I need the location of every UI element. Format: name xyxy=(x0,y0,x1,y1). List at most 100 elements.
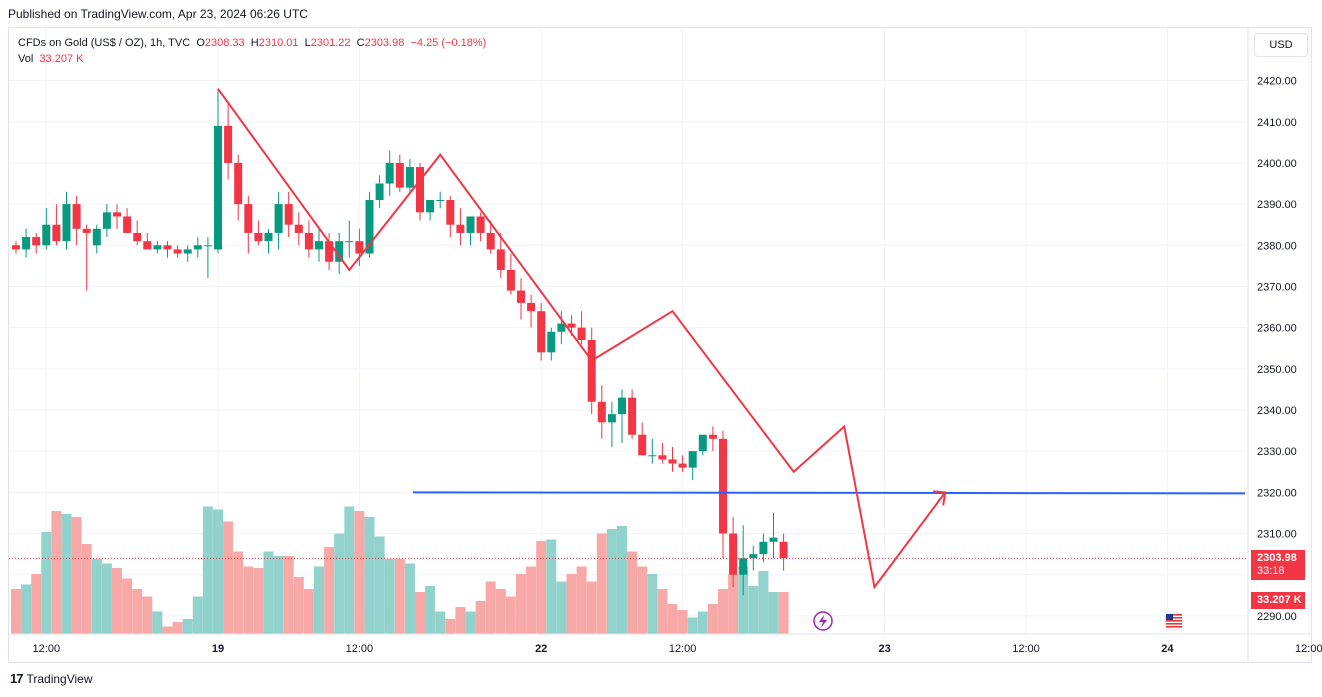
volume-bar xyxy=(738,566,749,634)
published-caption: Published on TradingView.com, Apr 23, 20… xyxy=(8,7,308,21)
volume-bar xyxy=(546,539,557,634)
candle-body xyxy=(183,249,192,254)
candle-body xyxy=(577,327,586,340)
volume-bar xyxy=(213,509,223,634)
volume-bar xyxy=(516,574,526,634)
legend-high-value: 2310.01 xyxy=(258,37,299,49)
candle-body xyxy=(32,237,41,246)
volume-series xyxy=(11,506,789,634)
legend-symbol: CFDs on Gold (US$ / OZ), 1h, TVC xyxy=(18,37,191,49)
volume-tag: 33.207 K xyxy=(1251,592,1305,609)
volume-bar xyxy=(697,611,708,634)
candle-body xyxy=(52,224,61,242)
volume-bar xyxy=(606,529,617,634)
legend-vol-value: 33.207 K xyxy=(39,53,84,65)
volume-bar xyxy=(455,607,466,634)
lightning-glyph xyxy=(819,615,827,628)
flag-stripe xyxy=(1166,626,1182,628)
volume-bar xyxy=(667,604,678,634)
zigzag-arrowhead xyxy=(933,490,947,506)
price-tick-label: 2290.00 xyxy=(1257,611,1297,623)
volume-bar xyxy=(344,506,355,634)
candle-body xyxy=(537,311,546,353)
candle-body xyxy=(476,216,485,233)
candle-body xyxy=(335,241,344,262)
price-tick-label: 2400.00 xyxy=(1257,158,1297,170)
candle-body xyxy=(456,224,465,233)
volume-bar xyxy=(152,611,163,634)
volume-bar xyxy=(556,581,567,634)
volume-bar xyxy=(505,596,516,634)
candle-series xyxy=(12,88,788,596)
candle-body xyxy=(385,162,394,184)
zigzag-path xyxy=(217,88,947,590)
legend-low-value: 2301.22 xyxy=(310,37,351,49)
candle-body xyxy=(698,434,707,452)
volume-bar xyxy=(425,586,436,634)
volume-bar xyxy=(41,532,52,634)
legend-high-label: H xyxy=(250,37,259,49)
volume-bar xyxy=(31,574,42,634)
volume-bar xyxy=(465,611,476,634)
candle-body xyxy=(749,554,758,559)
candle-body xyxy=(92,228,101,246)
candle-body xyxy=(547,331,556,353)
volume-bar xyxy=(384,559,395,634)
volume-bar xyxy=(324,547,335,634)
volume-bar xyxy=(435,611,446,634)
candle-body xyxy=(769,537,778,542)
candle-body xyxy=(42,224,51,246)
volume-bar xyxy=(778,592,789,634)
volume-bar xyxy=(202,506,213,634)
candle-body xyxy=(264,232,273,242)
candle-body xyxy=(587,340,596,402)
legend-open-value: 2308.33 xyxy=(204,37,245,49)
volume-bar xyxy=(728,574,739,634)
volume-bar xyxy=(253,568,264,634)
price-tick-label: 2390.00 xyxy=(1257,199,1297,211)
price-tick-label: 2320.00 xyxy=(1257,487,1297,499)
candle-body xyxy=(405,167,414,188)
volume-bar xyxy=(627,551,638,634)
candle-body xyxy=(628,397,637,435)
candle-body xyxy=(729,533,738,575)
volume-bar xyxy=(51,511,62,634)
volume-bar xyxy=(596,533,607,634)
volume-bar xyxy=(21,584,32,634)
candle-body xyxy=(325,241,334,262)
volume-bar xyxy=(677,610,688,634)
candle-body xyxy=(375,183,384,200)
chart-frame xyxy=(8,27,1312,663)
legend-close-label: C xyxy=(356,37,365,49)
flag-stripe xyxy=(1166,620,1182,622)
currency-button[interactable]: USD xyxy=(1254,33,1308,57)
legend-price-row: CFDs on Gold (US$ / OZ), 1h, TVC O2308.3… xyxy=(18,35,486,51)
volume-bar xyxy=(122,578,133,634)
legend-open-label: O xyxy=(196,37,205,49)
candle-body xyxy=(779,541,788,559)
volume-bar xyxy=(61,514,72,634)
last-price-value: 2303.98 xyxy=(1257,552,1297,565)
volume-bar xyxy=(718,589,728,634)
volume-bar xyxy=(617,526,627,634)
tradingview-brand-text: TradingView xyxy=(26,671,93,686)
candle-body xyxy=(678,463,687,468)
volume-bar xyxy=(192,596,203,634)
candle-body xyxy=(416,167,424,213)
volume-bar xyxy=(354,511,365,634)
volume-bar xyxy=(475,601,486,634)
candle-body xyxy=(618,397,626,415)
candle-body xyxy=(315,241,323,250)
volume-bar xyxy=(758,571,769,634)
candle-body xyxy=(658,455,667,460)
time-tick-label: 22 xyxy=(535,643,547,655)
volume-bar xyxy=(142,596,153,634)
tradingview-logo[interactable]: 17 TradingView xyxy=(10,671,93,686)
bar-countdown: 33:18 xyxy=(1257,565,1285,578)
price-tick-label: 2330.00 xyxy=(1257,446,1297,458)
price-axis: 2420.00 2410.00 2400.00 2390.00 2380.00 2370.… xyxy=(1247,28,1297,662)
candle-body xyxy=(193,245,202,250)
drawings xyxy=(9,88,1247,631)
support-line xyxy=(412,491,1246,495)
